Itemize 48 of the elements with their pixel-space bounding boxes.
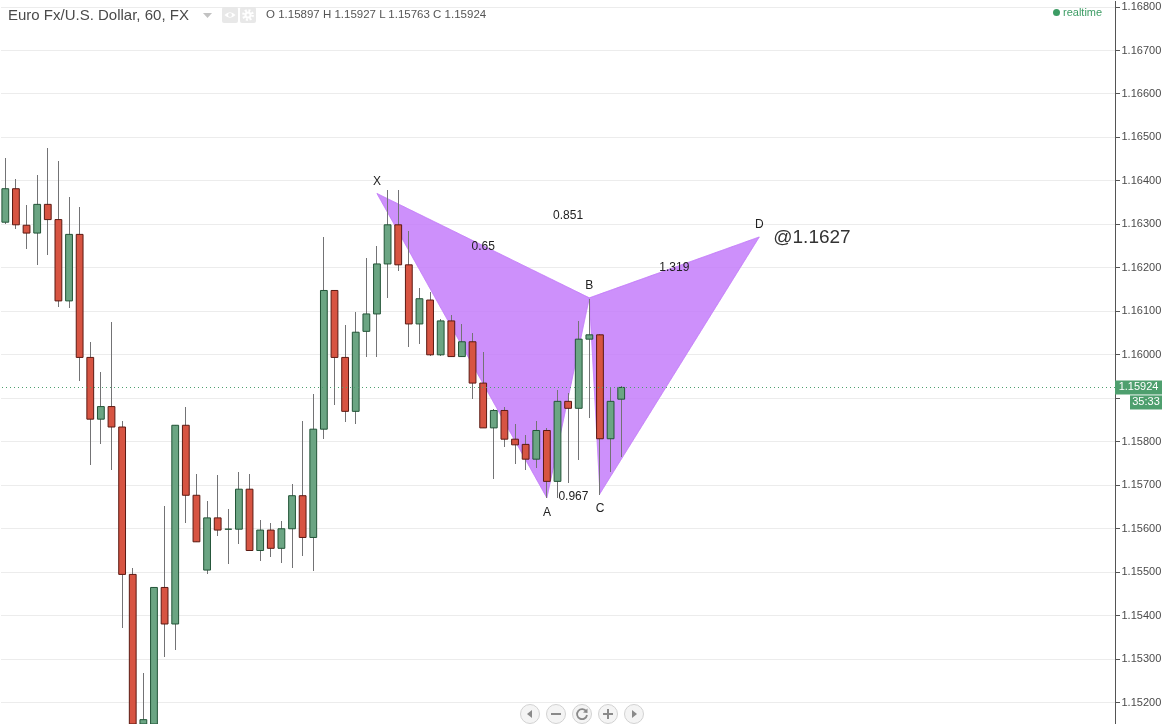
annotation: 1.319 (659, 260, 690, 275)
y-tick-label: 1.16100 (1121, 304, 1162, 317)
annotation: 0.851 (553, 208, 584, 223)
candlestick (213, 474, 222, 537)
y-tick-label: 1.16800 (1121, 0, 1162, 13)
y-tick-label: 1.16700 (1121, 43, 1162, 56)
candlestick (362, 257, 371, 358)
annotation: 0.967 (558, 488, 589, 503)
y-tick-label: 1.16400 (1121, 173, 1162, 186)
candlestick (521, 434, 530, 471)
text: O 1.15897 H 1.15927 L 1.15763 C 1.15924 (266, 8, 487, 20)
candlestick (617, 385, 626, 458)
text: 35:33 (1132, 395, 1160, 408)
candlestick (107, 321, 116, 471)
y-tick-label: 1.16300 (1121, 217, 1162, 230)
candlestick (256, 520, 265, 561)
candlestick (266, 522, 275, 558)
ref-line-label: 1.15924 (1118, 380, 1159, 393)
data-label: X (372, 173, 381, 188)
data-label: D (754, 216, 764, 231)
y-tick-label: 1.16500 (1121, 130, 1162, 143)
candlestick (22, 204, 31, 250)
y-tick-label: 1.15600 (1121, 521, 1162, 534)
chart-title: Euro Fx/U.S. Dollar, 60, FX (8, 6, 189, 23)
candlestick (564, 392, 573, 484)
annotation: realtime (1063, 6, 1103, 18)
candlestick (489, 408, 498, 480)
candlestick (96, 371, 105, 445)
annotation: @1.1627 (773, 225, 851, 247)
y-tick-label: 1.15500 (1121, 565, 1162, 578)
annotation: 0.65 (471, 238, 496, 253)
candlestick (511, 423, 519, 465)
candlestick (139, 672, 148, 724)
y-tick-label: 1.16600 (1121, 86, 1162, 99)
y-tick-label: 1.16000 (1121, 347, 1162, 360)
candlestick (43, 147, 52, 256)
y-tick-label: 1.16200 (1121, 260, 1162, 273)
candlestick (458, 323, 466, 358)
data-label: B (585, 277, 594, 292)
y-tick-label: 1.15400 (1121, 608, 1162, 621)
y-tick-label: 1.15800 (1121, 434, 1162, 447)
y-tick-label: 1.15200 (1121, 695, 1162, 708)
y-tick-label: 1.15700 (1121, 478, 1162, 491)
candlestick (277, 520, 286, 564)
data-label: C (595, 500, 605, 515)
data-label: A (542, 504, 551, 519)
candlestick (585, 298, 594, 419)
y-tick-label: 1.15300 (1121, 652, 1162, 665)
